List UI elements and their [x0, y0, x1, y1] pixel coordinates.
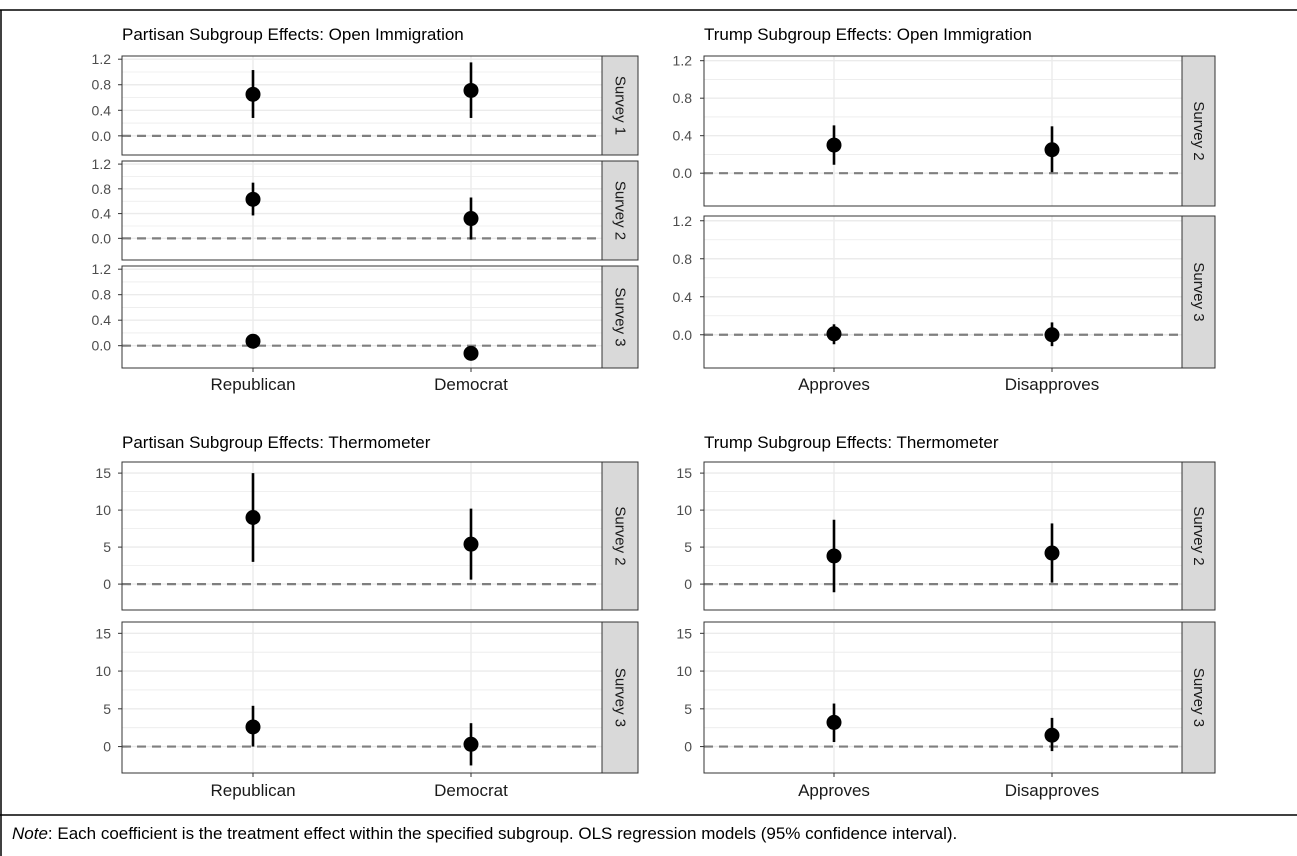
y-tick-label: 0.0: [92, 128, 112, 144]
chart-title: Partisan Subgroup Effects: Open Immigrat…: [122, 25, 464, 44]
x-category-label: Democrat: [434, 375, 508, 394]
facet-strip-label: Survey 2: [1190, 101, 1207, 160]
x-category-label: Republican: [210, 375, 295, 394]
y-tick-label: 10: [676, 663, 692, 679]
facet-strip: [1181, 215, 1216, 369]
y-tick-label: 5: [684, 701, 692, 717]
panel-background: [704, 56, 1182, 206]
point-estimate: [463, 736, 479, 752]
x-category-label: Disapproves: [1005, 781, 1100, 800]
point-estimate: [826, 137, 842, 153]
y-tick-label: 0.8: [92, 77, 112, 93]
y-tick-label: 0.4: [92, 206, 112, 222]
panel-background: [122, 622, 602, 773]
y-tick-label: 0.0: [673, 327, 693, 343]
x-category-label: Disapproves: [1005, 375, 1100, 394]
y-tick-label: 1.2: [92, 156, 112, 172]
y-tick-label: 5: [103, 539, 111, 555]
figure-note: Note: Each coefficient is the treatment …: [12, 824, 957, 844]
point-estimate: [1044, 727, 1060, 743]
point-estimate: [245, 333, 261, 349]
y-tick-label: 0: [684, 739, 692, 755]
point-estimate: [245, 510, 261, 525]
facet-strip-label: Survey 3: [612, 668, 629, 727]
facet-strip: [601, 55, 639, 156]
y-tick-label: 0.4: [673, 289, 693, 305]
y-tick-label: 0: [684, 576, 692, 592]
facet-strip: [601, 461, 639, 611]
facet-strip: [601, 265, 639, 369]
y-tick-label: 1.2: [92, 51, 112, 67]
point-estimate: [826, 714, 842, 730]
panel-background: [704, 462, 1182, 610]
chart-title: Partisan Subgroup Effects: Thermometer: [122, 433, 431, 452]
point-estimate: [245, 191, 261, 207]
chart-title: Trump Subgroup Effects: Thermometer: [704, 433, 999, 452]
facet-strip-label: Survey 2: [612, 506, 629, 565]
y-tick-label: 0.8: [92, 181, 112, 197]
panel-background: [122, 56, 602, 155]
y-tick-label: 0.4: [92, 312, 112, 328]
y-tick-label: 5: [103, 701, 111, 717]
x-category-label: Approves: [798, 781, 870, 800]
y-tick-label: 0.8: [673, 251, 693, 267]
y-tick-label: 0.8: [673, 90, 693, 106]
y-tick-label: 0.8: [92, 287, 112, 303]
facet-strip-label: Survey 3: [1190, 668, 1207, 727]
x-category-label: Approves: [798, 375, 870, 394]
point-estimate: [463, 82, 479, 98]
point-estimate: [463, 211, 479, 227]
note-label: Note: [12, 824, 48, 843]
y-tick-label: 0.0: [673, 165, 693, 181]
y-tick-label: 10: [676, 502, 692, 518]
facet-strip-label: Survey 2: [1190, 506, 1207, 565]
point-estimate: [826, 548, 842, 564]
note-text: : Each coefficient is the treatment effe…: [47, 824, 958, 843]
y-tick-label: 15: [676, 465, 692, 481]
y-tick-label: 1.2: [673, 53, 693, 69]
y-tick-label: 15: [676, 625, 692, 641]
facet-strip: [601, 621, 639, 774]
point-estimate: [1044, 545, 1060, 561]
y-tick-label: 0.4: [92, 102, 112, 118]
panel-background: [122, 266, 602, 368]
point-estimate: [463, 345, 479, 361]
point-estimate: [463, 536, 479, 552]
y-tick-label: 1.2: [673, 213, 693, 229]
y-tick-label: 15: [95, 465, 111, 481]
facet-strip-label: Survey 3: [612, 287, 629, 346]
facet-strip: [1181, 461, 1216, 611]
point-estimate: [245, 86, 261, 102]
x-category-label: Republican: [210, 781, 295, 800]
y-tick-label: 0: [103, 739, 111, 755]
panel-background: [122, 161, 602, 260]
point-estimate: [1044, 142, 1060, 158]
x-category-label: Democrat: [434, 781, 508, 800]
point-estimate: [826, 326, 842, 342]
y-tick-label: 15: [95, 625, 111, 641]
facet-strip-label: Survey 1: [612, 76, 629, 135]
y-tick-label: 1.2: [92, 261, 112, 277]
facet-strip: [601, 160, 639, 261]
facet-strip: [1181, 621, 1216, 774]
point-estimate: [1044, 327, 1060, 343]
panel-background: [704, 216, 1182, 368]
y-tick-label: 0.0: [92, 230, 112, 246]
facet-strip-label: Survey 2: [612, 181, 629, 240]
y-tick-label: 0.4: [673, 128, 693, 144]
facet-strip-label: Survey 3: [1190, 262, 1207, 321]
y-tick-label: 0: [103, 576, 111, 592]
point-estimate: [245, 719, 261, 735]
y-tick-label: 0.0: [92, 338, 112, 354]
panel-background: [122, 462, 602, 610]
y-tick-label: 5: [684, 539, 692, 555]
y-tick-label: 10: [95, 502, 111, 518]
panel-background: [704, 622, 1182, 773]
facet-strip: [1181, 55, 1216, 207]
chart-title: Trump Subgroup Effects: Open Immigration: [704, 25, 1032, 44]
y-tick-label: 10: [95, 663, 111, 679]
